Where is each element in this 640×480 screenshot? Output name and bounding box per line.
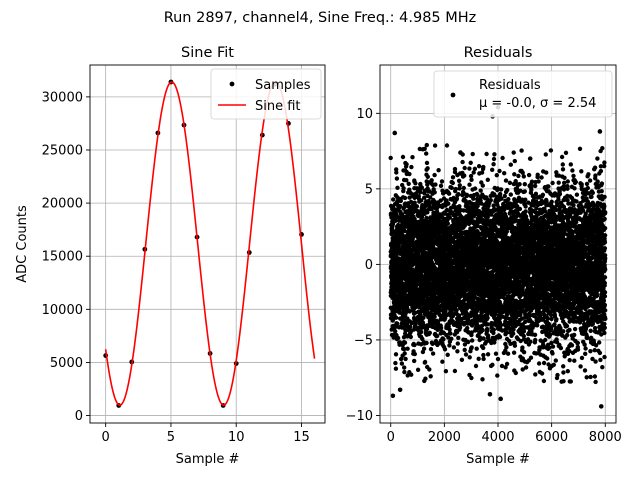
x-tick-label: 6000 xyxy=(535,430,568,445)
legend-marker-samples xyxy=(229,81,235,87)
axes-title: Sine Fit xyxy=(181,45,234,61)
residual-point xyxy=(397,387,403,393)
y-tick-label: 30000 xyxy=(42,90,83,105)
y-tick-label: 10 xyxy=(356,107,373,122)
y-axis-label: ADC Counts xyxy=(15,205,30,283)
legend-label-stats: μ = -0.0, σ = 2.54 xyxy=(479,96,596,111)
y-tick-label: 5000 xyxy=(50,356,83,371)
axes-frame xyxy=(89,64,326,424)
x-tick-label: 8000 xyxy=(589,430,622,445)
y-tick-label: −5 xyxy=(354,333,373,348)
sine-fit-axes: 0 5 10 15 0 5000 10000 15000 20000 25000 30000 Sine… xyxy=(15,45,326,467)
x-tick-label: 0 xyxy=(387,430,395,445)
x-tick-label: 5 xyxy=(167,430,175,445)
sine-fit-data xyxy=(103,79,316,408)
residual-point xyxy=(487,391,493,397)
residuals-axes: 0 2000 4000 6000 8000 −10 −5 0 5 10 Residuals Sampl… xyxy=(346,45,622,467)
y-tick-label: 10000 xyxy=(42,303,83,318)
x-axis-label: Sample # xyxy=(176,452,240,467)
y-tick-label: 15000 xyxy=(42,250,83,265)
legend-label-samples: Samples xyxy=(255,78,311,93)
residual-point xyxy=(390,393,396,399)
residual-point xyxy=(597,129,603,134)
y-tick-label: 0 xyxy=(365,258,373,273)
x-axis-label: Sample # xyxy=(466,452,530,467)
axes-title: Residuals xyxy=(464,45,533,61)
legend-label-residuals: Residuals xyxy=(479,78,541,93)
x-tick-label: 4000 xyxy=(481,430,514,445)
y-tick-label: 25000 xyxy=(42,143,83,158)
x-tick-label: 0 xyxy=(102,430,110,445)
figure-suptitle: Run 2897, channel4, Sine Freq.: 4.985 MH… xyxy=(164,10,477,26)
residual-point xyxy=(527,156,533,161)
y-tick-label: −10 xyxy=(346,409,373,424)
y-tick-label: 20000 xyxy=(42,197,83,212)
residual-points xyxy=(388,142,608,385)
x-tick-label: 15 xyxy=(293,430,310,445)
legend-box xyxy=(433,70,613,118)
residual-point xyxy=(598,404,604,409)
y-tick-label: 5 xyxy=(365,182,373,197)
residual-point xyxy=(458,150,463,155)
y-tick-label: 0 xyxy=(75,409,83,424)
legend-box xyxy=(210,68,322,120)
legend-marker-residuals xyxy=(450,92,456,98)
legend-label-sine-fit: Sine fit xyxy=(255,99,301,114)
residual-point xyxy=(392,130,398,136)
residual-point xyxy=(498,396,503,402)
x-tick-label: 2000 xyxy=(428,430,461,445)
x-tick-label: 10 xyxy=(228,430,245,445)
